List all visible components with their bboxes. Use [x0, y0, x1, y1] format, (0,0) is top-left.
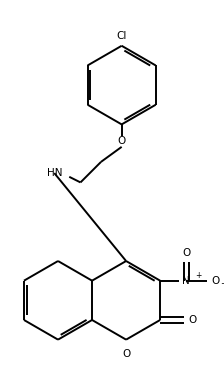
- Text: O: O: [118, 136, 126, 146]
- Text: −: −: [220, 279, 224, 288]
- Text: HN: HN: [47, 168, 62, 178]
- Text: Cl: Cl: [116, 31, 127, 41]
- Text: O: O: [188, 315, 196, 325]
- Text: N: N: [183, 276, 190, 286]
- Text: O: O: [122, 349, 130, 359]
- Text: +: +: [195, 271, 201, 280]
- Text: O: O: [182, 248, 190, 258]
- Text: O: O: [212, 276, 220, 286]
